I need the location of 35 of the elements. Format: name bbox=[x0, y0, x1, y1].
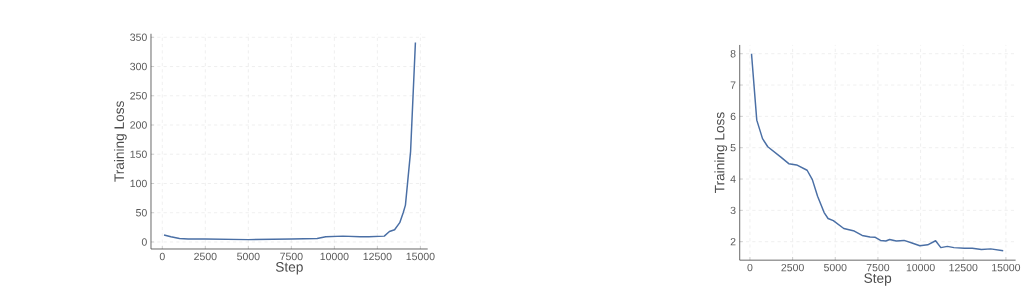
x-tick-label: 7500 bbox=[866, 263, 890, 272]
line-series bbox=[750, 52, 1004, 252]
y-tick-label: 350 bbox=[130, 33, 147, 41]
x-tick-label: 5000 bbox=[824, 263, 847, 272]
y-tick-label: 3 bbox=[730, 206, 736, 214]
x-axis-title: Step bbox=[864, 273, 892, 286]
y-tick-label: 300 bbox=[130, 62, 147, 71]
x-tick-label: 2500 bbox=[194, 252, 217, 261]
x-tick-label: 12500 bbox=[363, 252, 392, 261]
x-tick-label: 2500 bbox=[781, 263, 804, 272]
y-tick-label: 7 bbox=[730, 81, 736, 89]
x-tick-label: 15000 bbox=[406, 252, 435, 261]
x-tick-label: 7500 bbox=[280, 252, 303, 261]
y-tick-label: 6 bbox=[730, 112, 736, 121]
x-tick-label: 15000 bbox=[992, 263, 1021, 272]
y-tick-label: 0 bbox=[141, 238, 147, 246]
y-axis-title: Training Loss bbox=[113, 101, 127, 182]
y-tick-label: 50 bbox=[136, 208, 147, 217]
y-axis-title: Training Loss bbox=[714, 112, 728, 193]
line-series bbox=[163, 41, 417, 241]
y-tick-label: 8 bbox=[730, 49, 736, 58]
y-tick-label: 100 bbox=[130, 179, 147, 188]
x-tick-label: 10000 bbox=[320, 252, 349, 261]
x-axis-title: Step bbox=[275, 262, 303, 275]
y-tick-label: 200 bbox=[130, 121, 147, 129]
y-tick-label: 2 bbox=[730, 237, 736, 246]
x-tick-label: 10000 bbox=[906, 263, 935, 272]
x-tick-label: 0 bbox=[159, 252, 165, 261]
y-tick-label: 4 bbox=[730, 175, 736, 183]
y-tick-label: 150 bbox=[130, 150, 147, 158]
x-tick-label: 0 bbox=[747, 263, 753, 272]
x-tick-label: 5000 bbox=[237, 252, 260, 261]
y-tick-label: 250 bbox=[130, 91, 147, 100]
y-tick-label: 5 bbox=[730, 143, 736, 152]
x-tick-label: 12500 bbox=[949, 263, 978, 272]
